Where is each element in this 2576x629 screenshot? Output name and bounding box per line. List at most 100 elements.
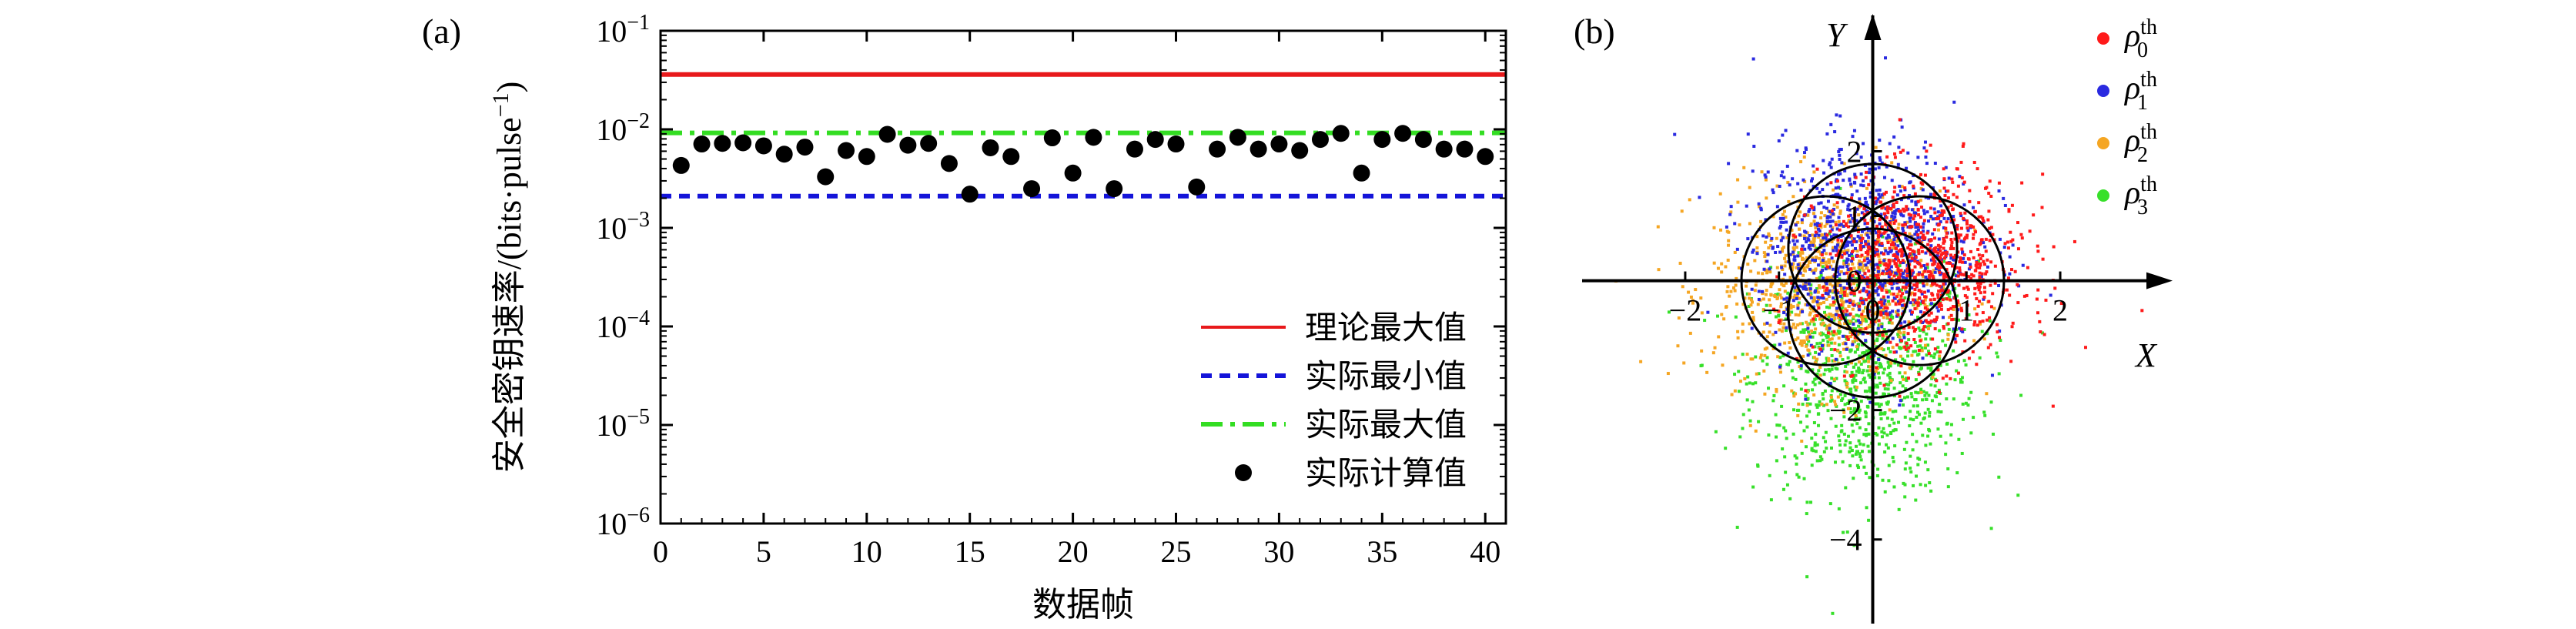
scatter-point <box>1754 381 1758 385</box>
scatter-point <box>1851 379 1855 383</box>
scatter-point <box>1950 177 1954 181</box>
scatter-point <box>1897 276 1901 279</box>
scatter-point <box>1921 182 1925 186</box>
scatter-point <box>1909 417 1912 421</box>
scatter-point <box>1938 329 1942 333</box>
scatter-point <box>1989 194 1993 198</box>
scatter-point <box>1848 446 1852 450</box>
scatter-point <box>1856 466 1860 470</box>
scatter-point <box>1757 202 1761 206</box>
scatter-point <box>1837 150 1841 154</box>
scatter-point <box>1896 266 1900 270</box>
scatter-point <box>1847 275 1851 279</box>
scatter-point <box>1802 354 1805 358</box>
scatter-point <box>1767 246 1771 249</box>
scatter-point <box>1922 311 1926 315</box>
scatter-point <box>1939 256 1942 260</box>
scatter-point <box>1761 292 1765 296</box>
data-point <box>1353 164 1370 182</box>
scatter-point <box>1945 362 1949 366</box>
scatter-point <box>1850 252 1854 256</box>
scatter-point <box>1886 295 1890 299</box>
scatter-point <box>1865 257 1869 261</box>
scatter-point <box>2022 294 2026 298</box>
scatter-point <box>1849 267 1853 271</box>
scatter-point <box>1873 216 1877 219</box>
scatter-point <box>1898 233 1902 236</box>
scatter-point <box>1815 246 1818 250</box>
scatter-point <box>1845 309 1849 313</box>
scatter-point <box>1925 263 1929 266</box>
scatter-point <box>1844 364 1848 368</box>
scatter-point <box>1788 276 1792 279</box>
scatter-point <box>1965 222 1969 226</box>
scatter-point <box>1787 199 1791 203</box>
scatter-point <box>1923 140 1927 144</box>
scatter-point <box>1889 282 1892 286</box>
scatter-point <box>1806 326 1810 330</box>
scatter-point <box>1815 443 1819 447</box>
scatter-point <box>1914 498 1918 502</box>
scatter-point <box>1930 270 1934 274</box>
scatter-point <box>1969 263 1972 266</box>
y-axis-label-close: ) <box>490 82 528 93</box>
scatter-point <box>1933 236 1937 240</box>
scatter-point <box>1905 281 1909 285</box>
scatter-point <box>1751 248 1755 252</box>
scatter-point <box>1842 415 1846 419</box>
scatter-point <box>1969 224 1972 228</box>
scatter-point <box>1835 274 1839 278</box>
scatter-point <box>1998 336 2002 340</box>
scatter-point <box>1816 304 1820 308</box>
scatter-point <box>1829 400 1833 403</box>
scatter-point <box>1785 296 1789 300</box>
scatter-point <box>1865 404 1869 408</box>
scatter-point <box>1843 249 1847 253</box>
scatter-point <box>1691 299 1694 303</box>
scatter-point <box>1989 305 1993 309</box>
scatter-point <box>1844 223 1848 227</box>
scatter-point <box>1804 328 1808 332</box>
scatter-point <box>1950 240 1954 244</box>
legend-label: ρth 3 <box>2123 172 2157 219</box>
scatter-point <box>1764 178 1768 182</box>
scatter-point <box>1735 247 1739 251</box>
scatter-point <box>1796 277 1800 281</box>
scatter-point <box>1858 197 1862 201</box>
scatter-point <box>1819 216 1823 219</box>
scatter-point <box>1889 273 1893 276</box>
scatter-point <box>1812 317 1815 321</box>
scatter-point <box>1711 351 1715 355</box>
scatter-point <box>1909 454 1912 458</box>
scatter-point <box>1858 321 1862 325</box>
scatter-point <box>1914 256 1918 259</box>
scatter-point <box>1746 375 1750 379</box>
scatter-point <box>1898 403 1902 407</box>
scatter-point <box>1838 172 1842 176</box>
scatter-point <box>1851 303 1855 306</box>
scatter-point <box>1799 364 1803 368</box>
scatter-point <box>1960 451 1964 455</box>
scatter-point <box>1822 332 1825 336</box>
scatter-point <box>1928 481 1932 485</box>
scatter-point <box>1893 152 1897 156</box>
scatter-point <box>1839 299 1843 303</box>
scatter-point <box>1956 184 1960 188</box>
scatter-point <box>1834 424 1838 428</box>
scatter-point <box>1868 274 1872 278</box>
scatter-point <box>1942 209 1945 213</box>
scatter-point <box>1737 390 1741 393</box>
scatter-point <box>1828 381 1832 385</box>
scatter-point <box>1937 237 1941 241</box>
scatter-point <box>1902 481 1905 485</box>
data-point <box>775 146 793 163</box>
scatter-point <box>1949 306 1953 310</box>
scatter-point <box>1905 290 1909 294</box>
scatter-point <box>1835 233 1838 237</box>
data-point <box>1002 148 1020 166</box>
scatter-point <box>1919 302 1922 306</box>
scatter-point <box>1714 430 1718 433</box>
scatter-point <box>1883 246 1887 250</box>
scatter-point <box>1933 352 1937 356</box>
scatter-point <box>1835 289 1839 293</box>
